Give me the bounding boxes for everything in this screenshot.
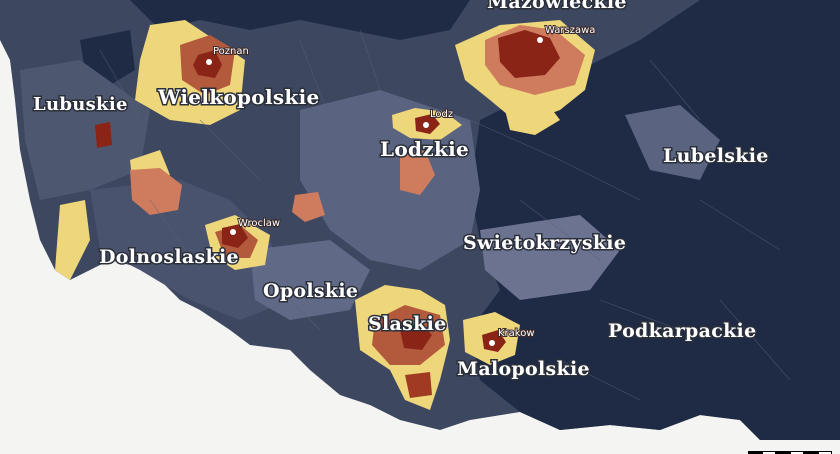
city-marker-lodz[interactable] <box>423 122 429 128</box>
region-label-podkarpackie: Podkarpackie <box>608 320 756 342</box>
region-label-malopolskie: Malopolskie <box>457 358 590 380</box>
city-label-krakow: Krakow <box>498 328 535 339</box>
lubelskie-grey-patch <box>625 105 720 180</box>
city-marker-warszawa[interactable] <box>537 37 543 43</box>
scale-bar <box>748 444 840 454</box>
legnica-higher-area <box>130 168 182 215</box>
region-label-lubelskie: Lubelskie <box>663 145 769 167</box>
west-border-yellow-area <box>55 200 90 280</box>
katowice-core <box>400 322 432 350</box>
northern-districts <box>130 0 470 40</box>
warszawa-core <box>498 30 560 78</box>
city-label-lodz: Lodz <box>430 109 453 120</box>
region-label-swietokrzyskie: Swietokrzyskie <box>463 232 626 254</box>
opolskie-grey-patch <box>250 240 370 320</box>
west-core <box>95 122 112 148</box>
scale-bar-segment <box>748 451 762 454</box>
wroclaw-core <box>222 224 248 248</box>
region-label-slaskie: Slaskie <box>368 313 447 335</box>
region-label-lubuskie: Lubuskie <box>33 94 128 115</box>
scale-bar-segment <box>818 451 832 454</box>
southwest-districts <box>90 180 290 320</box>
scale-bar-segment <box>776 451 790 454</box>
rybnik-higher-area <box>405 372 432 398</box>
west-districts <box>20 60 150 200</box>
region-label-wielkopolskie: Wielkopolskie <box>157 85 320 109</box>
region-label-opolskie: Opolskie <box>263 280 358 302</box>
district-borders <box>99 29 791 401</box>
scale-bar-segment <box>790 451 804 454</box>
city-label-poznan: Poznan <box>213 46 249 57</box>
region-label-lodzkie: Lodzkie <box>380 137 469 161</box>
scale-bar-segment <box>804 451 818 454</box>
city-label-warszawa: Warszawa <box>545 25 595 36</box>
mazowieckie-east-yellow-area <box>505 100 560 135</box>
city-markers <box>206 37 543 346</box>
city-label-wroclaw: Wroclaw <box>238 218 280 229</box>
city-marker-krakow[interactable] <box>489 340 495 346</box>
region-label-mazowieckie: Mazowieckie <box>487 0 627 13</box>
city-marker-wroclaw[interactable] <box>230 229 236 235</box>
lodz-south-higher-area <box>400 150 435 195</box>
opole-higher-area <box>292 192 325 222</box>
city-marker-poznan[interactable] <box>206 59 212 65</box>
swietokrzyskie-grey-patch <box>480 215 620 300</box>
eastern-districts <box>470 0 840 440</box>
scale-bar-segment <box>762 451 776 454</box>
region-label-dolnoslaskie: Dolnoslaskie <box>99 246 239 268</box>
